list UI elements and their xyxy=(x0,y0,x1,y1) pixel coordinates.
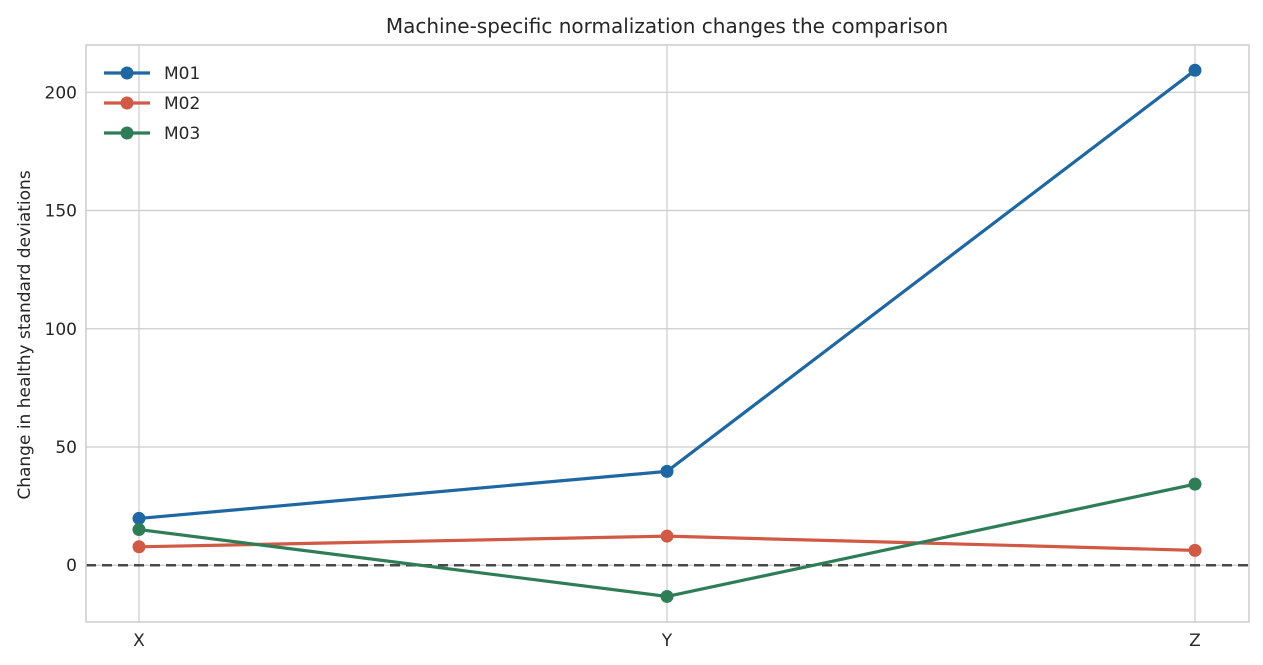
plot-frame xyxy=(85,44,1250,623)
data-point xyxy=(660,464,674,478)
legend-marker xyxy=(120,66,134,80)
y-tick-label: 100 xyxy=(45,320,77,340)
series-m01 xyxy=(132,63,1202,525)
legend-label: M03 xyxy=(164,124,200,144)
y-tick-label: 200 xyxy=(45,83,77,103)
legend-label: M01 xyxy=(164,64,200,84)
y-axis-ticks: 0 50 100 150 200 xyxy=(45,83,77,576)
x-tick-label: Z xyxy=(1189,631,1201,651)
data-point xyxy=(660,529,674,543)
data-point xyxy=(132,540,146,554)
data-point xyxy=(1188,543,1202,557)
data-point xyxy=(132,523,146,537)
x-axis-ticks: X Y Z xyxy=(133,631,1201,651)
legend-label: M02 xyxy=(164,94,200,114)
chart-title: Machine-specific normalization changes t… xyxy=(386,14,948,38)
y-tick-label: 50 xyxy=(55,438,77,458)
data-point xyxy=(1188,63,1202,77)
legend-marker xyxy=(120,126,134,140)
data-point xyxy=(132,511,146,525)
y-axis-label: Change in healthy standard deviations xyxy=(15,170,35,499)
data-point xyxy=(660,589,674,603)
data-point xyxy=(1188,477,1202,491)
legend-item-m03: M03 xyxy=(104,124,200,144)
series-m03 xyxy=(132,477,1202,603)
legend-marker xyxy=(120,96,134,110)
legend-item-m01: M01 xyxy=(104,64,200,84)
legend: M01 M02 M03 xyxy=(104,64,200,144)
x-tick-label: Y xyxy=(661,631,673,651)
y-tick-label: 0 xyxy=(66,556,77,576)
series-layer xyxy=(132,63,1202,603)
series-m02 xyxy=(132,529,1202,557)
legend-item-m02: M02 xyxy=(104,94,200,114)
y-tick-label: 150 xyxy=(45,202,77,222)
x-tick-label: X xyxy=(133,631,145,651)
